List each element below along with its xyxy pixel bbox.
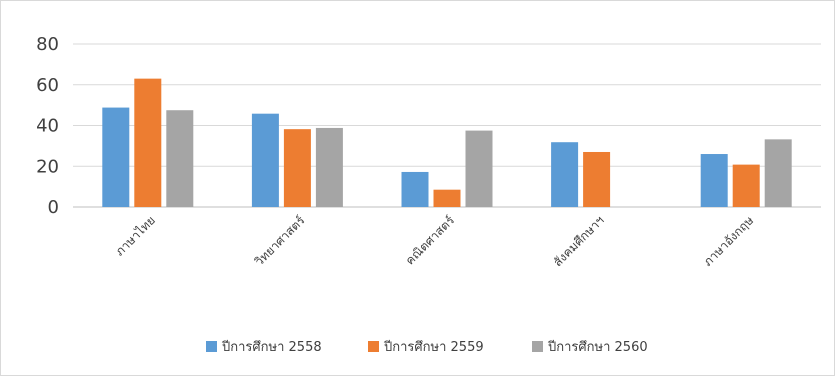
bar-5-series-1 xyxy=(700,154,728,207)
bar-2-series-1 xyxy=(251,113,279,207)
bar-4-series-2 xyxy=(583,151,611,207)
legend: ปีการศึกษา 2558 ปีการศึกษา 2559 ปีการศึกษา… xyxy=(206,339,648,355)
bar-1-series-3 xyxy=(166,110,194,207)
bar-1-series-1 xyxy=(102,107,130,207)
bar-3-series-3 xyxy=(465,130,493,207)
y-tick-label: 0 xyxy=(48,197,59,218)
bar-2-series-2 xyxy=(283,129,311,207)
legend-swatch xyxy=(206,341,217,352)
legend-label: ปีการศึกษา 2560 xyxy=(547,339,648,355)
legend-label: ปีการศึกษา 2558 xyxy=(221,339,322,355)
gridlines xyxy=(73,43,821,208)
x-tick-label: คณิตศาสตร์ xyxy=(403,213,458,268)
legend-swatch xyxy=(532,341,543,352)
y-tick-label: 60 xyxy=(36,75,59,96)
bar-5-series-2 xyxy=(732,164,760,207)
x-axis-ticks: ภาษาไทย วิทยาศาสตร์ คณิตศาสตร์ สังคมศึกษาฯ ภ… xyxy=(112,213,756,270)
x-tick-label: วิทยาศาสตร์ xyxy=(252,213,308,269)
bar-5-series-3 xyxy=(764,139,792,207)
bars xyxy=(102,78,792,207)
y-tick-label: 20 xyxy=(36,156,59,177)
bar-2-series-3 xyxy=(315,127,343,207)
x-tick-label: สังคมศึกษาฯ xyxy=(551,213,607,269)
legend-swatch xyxy=(368,341,379,352)
y-tick-label: 40 xyxy=(36,116,59,137)
x-tick-label: ภาษาไทย xyxy=(112,213,157,258)
bar-4-series-1 xyxy=(551,142,579,207)
x-tick-label: ภาษาอังกฤษ xyxy=(701,213,757,269)
y-axis-ticks: 0 20 40 60 80 xyxy=(36,34,59,218)
legend-label: ปีการศึกษา 2559 xyxy=(383,339,484,355)
bar-1-series-2 xyxy=(134,78,162,207)
y-tick-label: 80 xyxy=(36,34,59,55)
bar-3-series-2 xyxy=(433,189,461,207)
bar-3-series-1 xyxy=(401,171,429,207)
